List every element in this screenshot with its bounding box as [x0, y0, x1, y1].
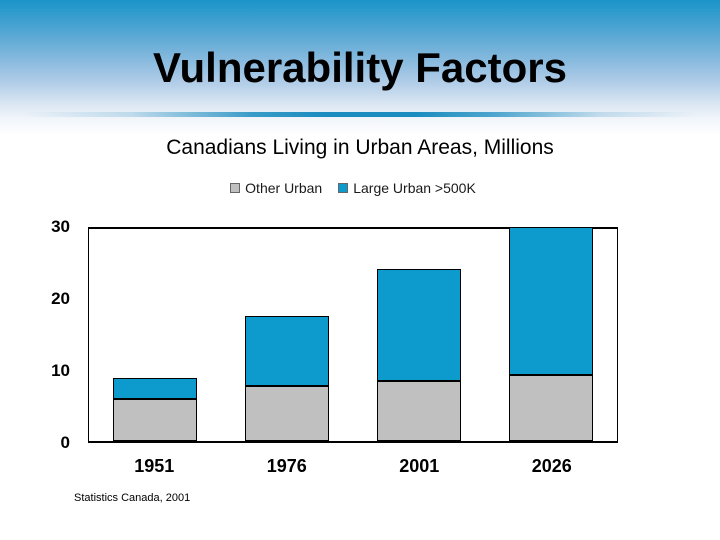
x-tick-label: 1951	[134, 456, 175, 476]
y-tick-label: 30	[51, 217, 70, 236]
y-axis: 0 10 20 30	[0, 0, 74, 540]
bar-slot	[221, 229, 353, 441]
legend-item: Large Urban >500K	[338, 180, 476, 196]
legend-label: Other Urban	[245, 180, 323, 196]
bar-segment	[377, 380, 461, 441]
y-tick-label: 0	[60, 433, 70, 452]
x-tick-label: 1976	[266, 456, 307, 476]
y-tick-label: 10	[51, 361, 70, 380]
stacked-bar-2026	[509, 227, 593, 441]
bar-segment	[509, 227, 593, 375]
x-tick-label: 2026	[531, 456, 572, 476]
stacked-bar-2001	[377, 268, 461, 441]
legend-swatch-icon	[230, 183, 241, 193]
bar-segment	[113, 377, 197, 399]
plot-area	[88, 227, 618, 443]
x-tick-label: 2001	[399, 456, 440, 476]
y-tick-label: 20	[51, 289, 70, 308]
bar-segment	[245, 315, 329, 386]
legend-swatch-icon	[338, 183, 349, 193]
bar-slot	[89, 229, 221, 441]
slide-title: Vulnerability Factors	[153, 44, 567, 91]
title-divider	[24, 112, 696, 117]
x-axis: 1951 1976 2001 2026	[88, 456, 618, 476]
bar-slot	[353, 229, 485, 441]
bar-segment	[377, 268, 461, 381]
bar-segment	[113, 398, 197, 441]
stacked-bar-1976	[245, 315, 329, 441]
legend-label: Large Urban >500K	[353, 180, 476, 196]
stacked-bar-1951	[113, 377, 197, 441]
chart-legend: Other Urban Large Urban >500K	[88, 179, 618, 197]
bar-segment	[509, 374, 593, 441]
bar-segment	[245, 385, 329, 441]
source-note: Statistics Canada, 2001	[74, 492, 191, 504]
legend-item: Other Urban	[230, 180, 322, 196]
chart-title: Canadians Living in Urban Areas, Million…	[166, 136, 554, 159]
bar-slot	[485, 227, 617, 441]
